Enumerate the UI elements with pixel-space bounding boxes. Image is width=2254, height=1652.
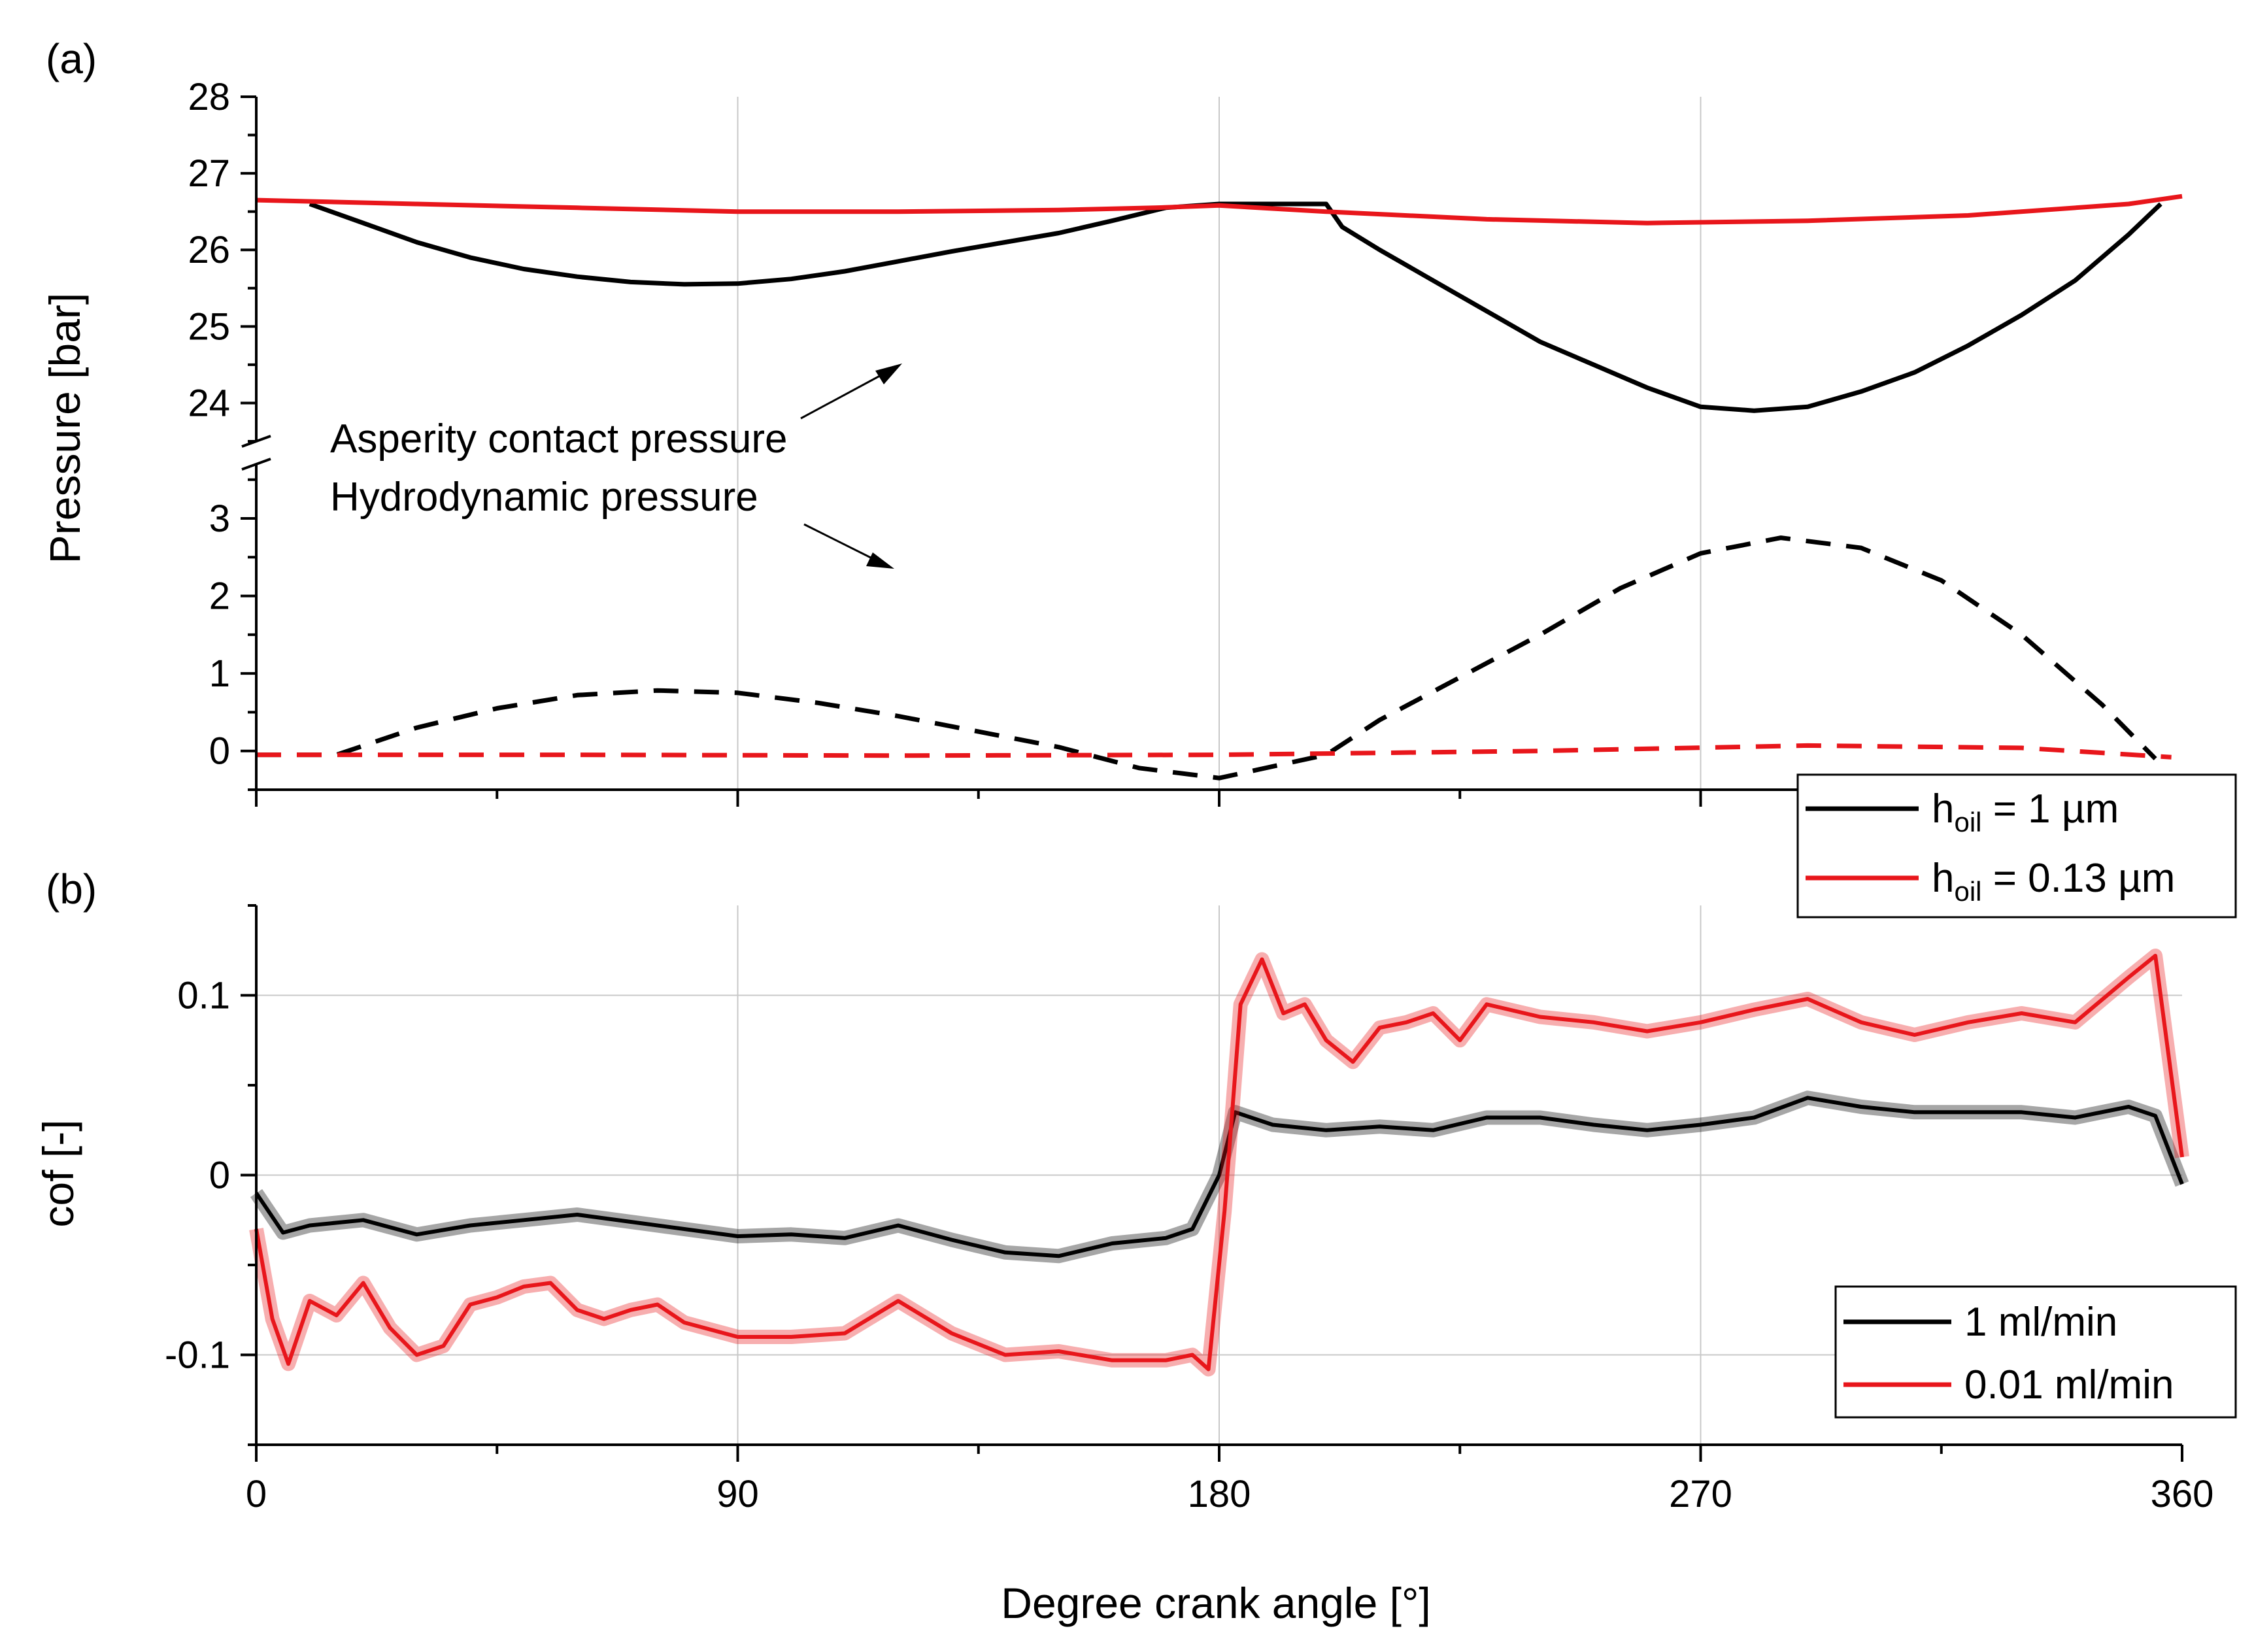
x-tick-label-0: 0	[246, 1473, 267, 1515]
legend-label-1-ml-min: 1 ml/min	[1964, 1300, 2117, 1345]
axis-break-mark-lower	[241, 458, 271, 471]
panel-a-y-ticks: 24 25 26 27 28 0 1 2 3	[188, 76, 256, 791]
legend-label-h-oil-1um: hoil = 1 µm	[1932, 786, 2119, 837]
panel-a-y-tick-label-lo-0: 0	[209, 730, 230, 773]
x-tick-label-90: 90	[716, 1473, 759, 1515]
annotation-arrow-asperity	[800, 363, 902, 420]
series-line-hydrodynamic-pressure-h-oil-0-13-m	[256, 743, 2172, 760]
panel-a-y-tick-label-25: 25	[188, 305, 230, 348]
x-tick-label-360: 360	[2151, 1473, 2214, 1515]
panel-b-legend-box	[1834, 1285, 2237, 1419]
panel-b-y-tick-label-0-1: 0.1	[177, 975, 230, 1017]
panel-a-series	[256, 194, 2183, 781]
x-tick-label-270: 270	[1669, 1473, 1732, 1515]
panel-a-y-tick-label-24: 24	[188, 382, 230, 424]
panel-a-y-tick-label-27: 27	[188, 152, 230, 195]
panel-b-series	[249, 949, 2189, 1377]
panel-a: (a) 24 25 26 27 28 0 1 2 3 Pressure [bar] Asperi…	[41, 35, 2237, 919]
x-tick-label-180: 180	[1188, 1473, 1251, 1515]
series-line-0-01-ml-min	[254, 954, 2184, 1372]
series-line-hydrodynamic-pressure-h-oil-1-m	[256, 535, 2157, 781]
series-line-asperity-contact-pressure-h-oil-1-m	[309, 201, 2162, 413]
panel-a-y-tick-label-26: 26	[188, 229, 230, 271]
panel-b: (b) -0.1 0 0.1 0 90 180 270 360 cof [-] Degree…	[34, 866, 2237, 1627]
panel-b-y-axis-title: cof [-]	[34, 1119, 82, 1227]
annotation-hydrodynamic-pressure: Hydrodynamic pressure	[330, 475, 758, 520]
panel-a-label: (a)	[46, 35, 97, 82]
panel-a-legend: hoil = 1 µm hoil = 0.13 µm	[1796, 773, 2237, 919]
panel-b-y-tick-label-0-1: -0.1	[165, 1334, 230, 1377]
annotation-asperity-contact-pressure: Asperity contact pressure	[330, 416, 788, 462]
legend-label-001-ml-min: 0.01 ml/min	[1964, 1362, 2174, 1408]
panel-a-legend-box	[1796, 773, 2237, 919]
panel-a-y-tick-label-lo-3: 3	[209, 497, 230, 540]
panel-a-y-tick-label-28: 28	[188, 76, 230, 118]
x-axis-title: Degree crank angle [°]	[1001, 1579, 1430, 1627]
series-line-asperity-contact-pressure-h-oil-0-13-m	[256, 194, 2183, 226]
annotation-arrow-hydrodynamic	[803, 523, 894, 569]
panel-b-legend: 1 ml/min 0.01 ml/min	[1834, 1285, 2237, 1419]
legend-label-h-oil-013um: hoil = 0.13 µm	[1932, 856, 2175, 907]
panel-a-y-tick-label-lo-2: 2	[209, 575, 230, 618]
panel-b-label: (b)	[46, 866, 97, 913]
panel-b-x-ticks: 0 90 180 270 360	[246, 1445, 2214, 1515]
panel-a-y-tick-label-lo-1: 1	[209, 652, 230, 695]
series-line-1-ml-min	[254, 1096, 2184, 1258]
panel-b-y-tick-label-0: 0	[209, 1155, 230, 1197]
panel-a-y-axis-title: Pressure [bar]	[41, 293, 89, 564]
panel-b-y-ticks: -0.1 0 0.1	[165, 904, 256, 1446]
